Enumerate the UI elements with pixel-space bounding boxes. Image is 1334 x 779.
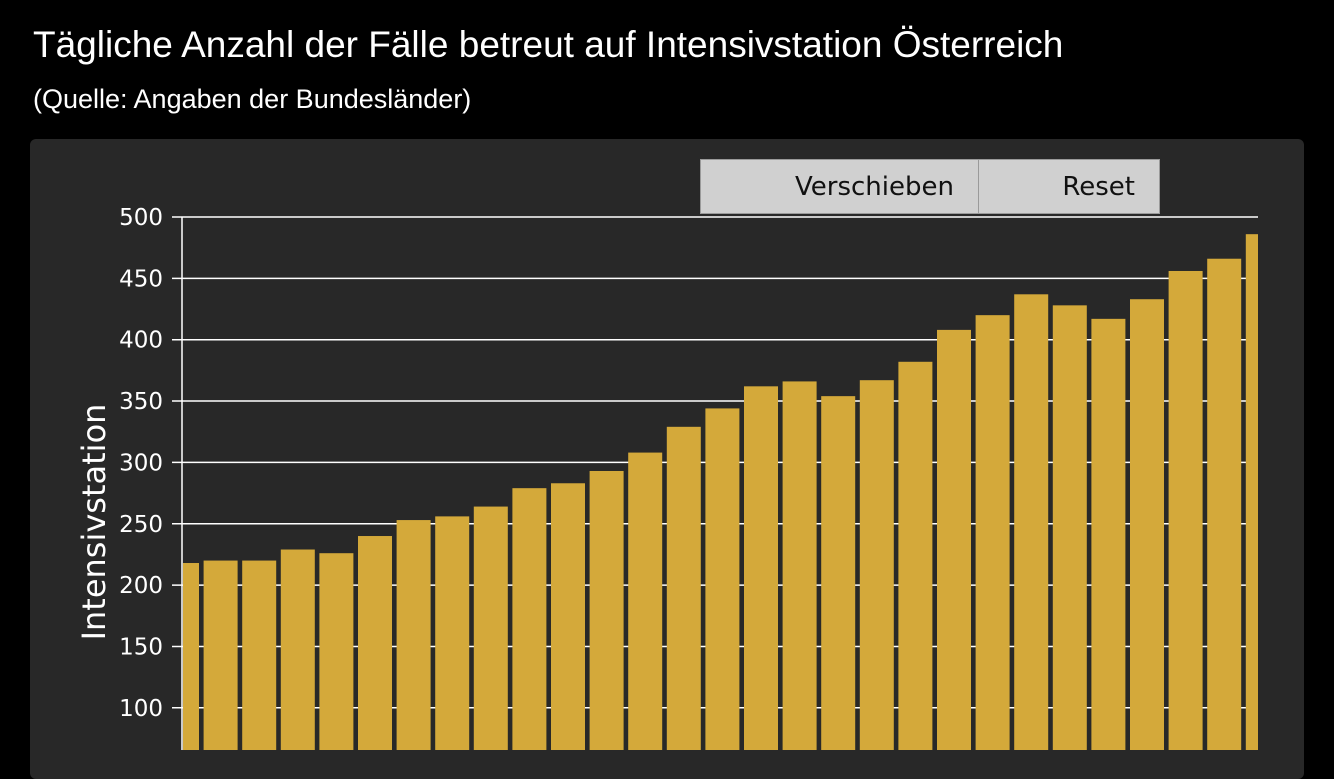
bar[interactable] [589,470,624,750]
y-axis-label: Intensivstation [75,404,113,641]
y-tick-label: 350 [119,389,163,415]
shift-button[interactable]: Verschieben [700,159,979,214]
bar[interactable] [203,560,238,750]
bar[interactable] [821,396,856,750]
bar[interactable] [280,549,315,750]
bar[interactable] [358,536,392,750]
bar[interactable] [183,563,199,750]
y-tick-label: 200 [119,573,163,599]
bar[interactable] [1168,270,1203,750]
bar[interactable] [1014,294,1049,750]
bar[interactable] [473,506,508,750]
bar[interactable] [1245,234,1258,750]
bar[interactable] [319,553,354,750]
bar[interactable] [551,483,585,750]
bar[interactable] [937,329,971,750]
bar[interactable] [1052,305,1087,750]
bar[interactable] [782,381,817,750]
y-tick-label: 400 [119,328,163,354]
page-subtitle: (Quelle: Angaben der Bundesländer) [33,84,472,114]
bars [183,234,1258,750]
y-tick-label: 150 [119,634,163,660]
bar[interactable] [975,315,1010,750]
bar[interactable] [705,408,740,750]
bar[interactable] [242,560,277,750]
bar[interactable] [666,426,701,750]
bar[interactable] [628,452,663,750]
y-tick-label: 300 [119,450,163,476]
bar[interactable] [1207,258,1242,750]
bar[interactable] [396,520,431,750]
y-tick-label: 450 [119,266,163,292]
bar[interactable] [435,516,470,750]
y-tick-label: 100 [119,696,163,722]
bar[interactable] [744,386,778,750]
y-tick-label: 500 [119,205,163,231]
bar[interactable] [1130,299,1164,750]
bar[interactable] [859,380,894,750]
y-tick-label: 250 [119,512,163,538]
bar[interactable] [512,488,547,750]
chart-toolbar: Verschieben Reset [700,159,1160,216]
page-title: Tägliche Anzahl der Fälle betreut auf In… [33,24,1064,65]
reset-button[interactable]: Reset [979,159,1160,214]
bar[interactable] [1091,318,1126,750]
bar-chart: 100 150 200 250 300 350 400 450 500 Intensivstat… [75,205,1258,750]
y-tick-labels: 100 150 200 250 300 350 400 450 500 [119,205,163,722]
bar[interactable] [898,361,933,750]
